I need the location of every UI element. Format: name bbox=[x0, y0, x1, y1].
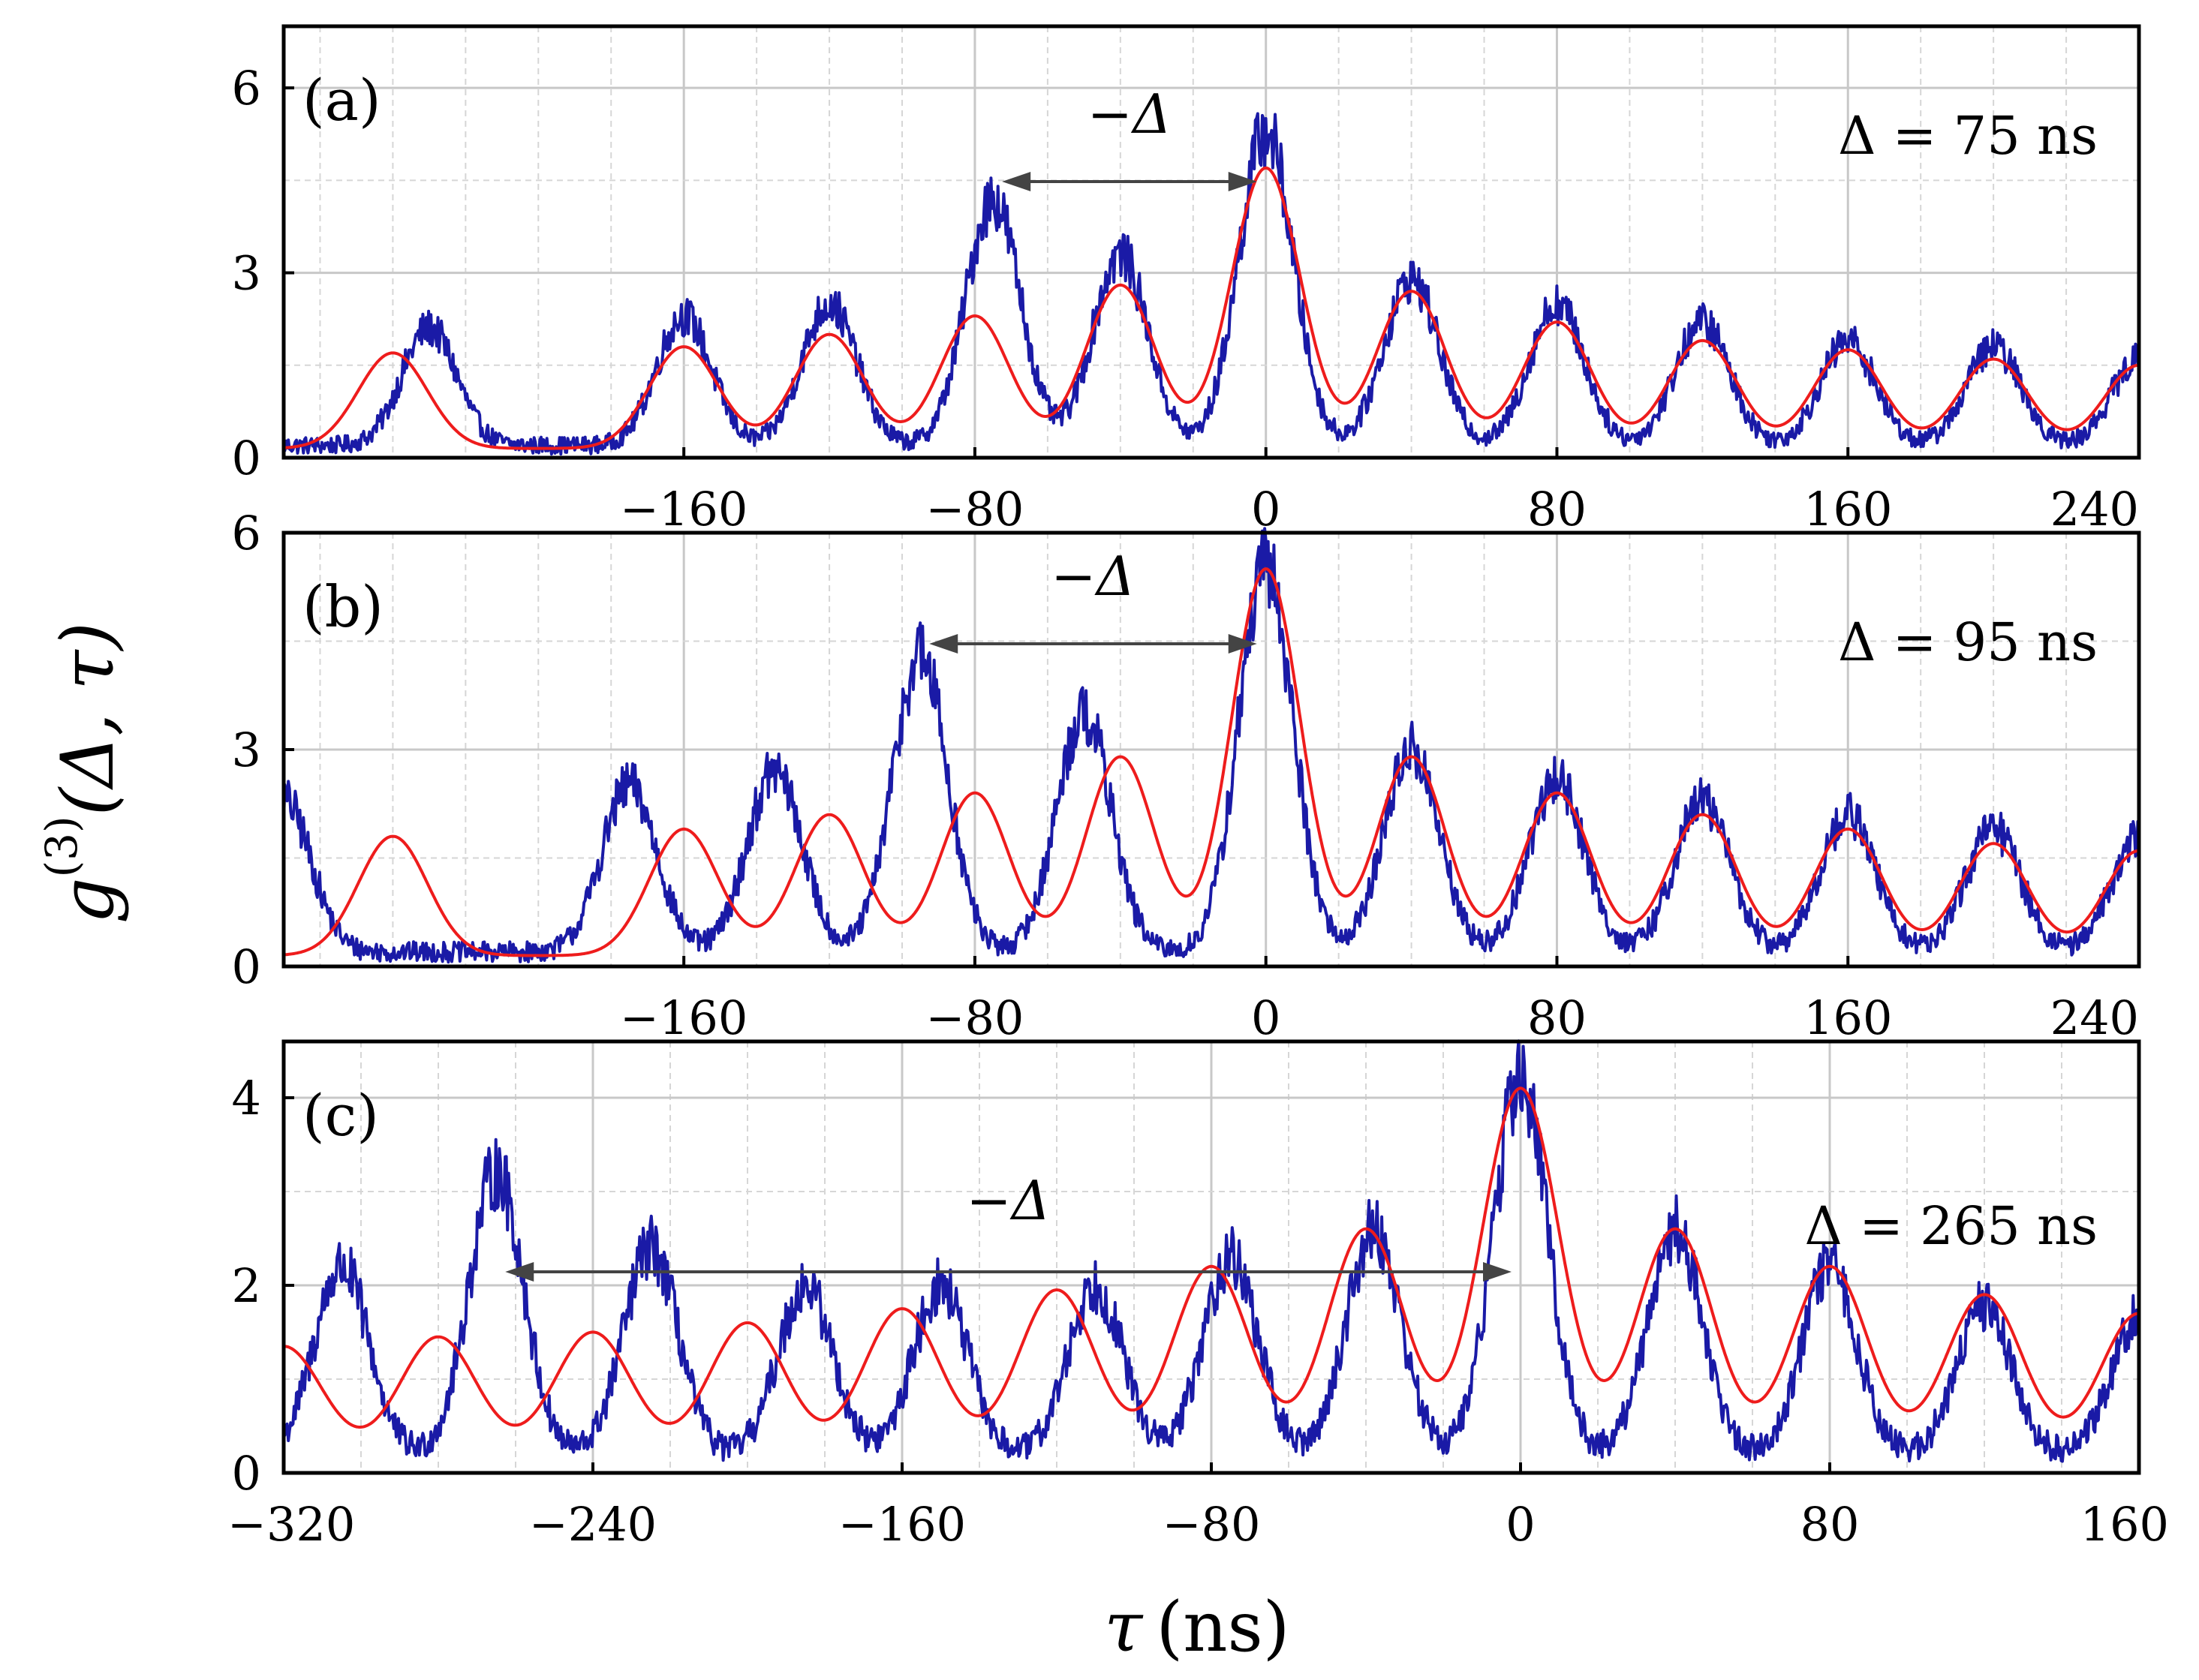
x-tick-label: 80 bbox=[1800, 1497, 1860, 1552]
x-tick-label: −240 bbox=[529, 1497, 657, 1552]
panel-a-experiment-line bbox=[282, 112, 2140, 456]
x-tick-label: 160 bbox=[1803, 482, 1892, 536]
x-tick-label: 240 bbox=[2050, 990, 2139, 1045]
panel-c-label: (c) bbox=[302, 1082, 379, 1149]
y-tick-label: 6 bbox=[232, 506, 261, 561]
x-tick-label: −160 bbox=[838, 1497, 966, 1552]
x-tick-label: 0 bbox=[1251, 990, 1280, 1045]
y-tick-label: 2 bbox=[232, 1258, 261, 1313]
x-tick-label: 160 bbox=[2080, 1497, 2169, 1552]
panel-a-ticks: −160 −80 0 80 160 240 0 3 6 bbox=[232, 61, 2140, 536]
x-tick-label: 0 bbox=[1506, 1497, 1535, 1552]
arrow-head-left bbox=[929, 634, 958, 654]
x-tick-label: 160 bbox=[1803, 990, 1892, 1045]
y-axis-label: g(3)(Δ, τ) bbox=[36, 622, 130, 924]
panel-a-arrow-label: −Δ bbox=[1087, 83, 1172, 146]
x-tick-label: −80 bbox=[926, 482, 1024, 536]
panel-c: −320 −240 −160 −80 0 80 160 0 2 4 (c) −Δ Δ = 265 … bbox=[227, 1039, 2169, 1552]
y-tick-label: 3 bbox=[232, 246, 261, 301]
panel-c-delta-arrow bbox=[505, 1262, 1512, 1282]
y-axis-label-base: g bbox=[46, 878, 130, 924]
x-axis-label-unit: (ns) bbox=[1156, 1587, 1289, 1667]
panel-c-experiment-line bbox=[282, 1039, 2140, 1463]
x-tick-label: 240 bbox=[2050, 482, 2139, 536]
panel-c-model-line bbox=[283, 1086, 2140, 1429]
x-tick-label: −320 bbox=[227, 1497, 355, 1552]
panel-b: −160 −80 0 80 160 240 0 3 6 (b) −Δ Δ = 95 ns bbox=[232, 506, 2141, 1045]
panel-c-arrow-label: −Δ bbox=[966, 1169, 1050, 1232]
svg-text:g(3)(Δ, τ): g(3)(Δ, τ) bbox=[36, 622, 130, 924]
x-tick-label: −80 bbox=[926, 990, 1024, 1045]
arrow-head-right bbox=[1228, 634, 1257, 654]
panel-b-delta-annotation: Δ = 95 ns bbox=[1838, 612, 2098, 673]
x-tick-label: 0 bbox=[1251, 482, 1280, 536]
panel-a-frame bbox=[281, 24, 2141, 460]
panel-b-label: (b) bbox=[302, 573, 384, 640]
x-tick-label: 80 bbox=[1527, 990, 1587, 1045]
arrow-head-left bbox=[505, 1262, 534, 1282]
y-axis-label-args: (Δ, τ) bbox=[46, 622, 130, 816]
panel-b-ticks: −160 −80 0 80 160 240 0 3 6 bbox=[232, 506, 2140, 1045]
x-tick-label: −160 bbox=[620, 482, 748, 536]
panel-b-series bbox=[282, 527, 2140, 964]
y-tick-label: 0 bbox=[232, 431, 261, 485]
x-axis-label-symbol: τ bbox=[1104, 1587, 1144, 1667]
panel-b-arrow-label: −Δ bbox=[1051, 545, 1135, 608]
x-tick-label: 80 bbox=[1527, 482, 1587, 536]
panel-a: −160 −80 0 80 160 240 0 3 6 (a) −Δ Δ = 75 ns bbox=[232, 24, 2141, 536]
y-tick-label: 4 bbox=[232, 1071, 261, 1126]
arrow-head-right bbox=[1483, 1262, 1512, 1282]
arrow-head-right bbox=[1228, 172, 1257, 191]
panel-c-series bbox=[282, 1039, 2140, 1463]
y-tick-label: 6 bbox=[232, 61, 261, 116]
panel-a-delta-arrow bbox=[1002, 172, 1257, 191]
panel-a-label: (a) bbox=[302, 67, 381, 134]
panel-a-model-line bbox=[283, 166, 2139, 450]
y-tick-label: 0 bbox=[232, 1446, 261, 1501]
y-tick-label: 0 bbox=[232, 939, 261, 994]
panel-c-ticks: −320 −240 −160 −80 0 80 160 0 2 4 bbox=[227, 1071, 2169, 1552]
panel-a-delta-annotation: Δ = 75 ns bbox=[1838, 105, 2098, 167]
panel-a-series bbox=[282, 112, 2140, 456]
x-tick-label: −160 bbox=[620, 990, 748, 1045]
y-tick-label: 3 bbox=[232, 723, 261, 777]
arrow-head-left bbox=[1002, 172, 1031, 191]
panel-b-delta-arrow bbox=[929, 634, 1257, 654]
x-axis-label: τ (ns) bbox=[1104, 1587, 1289, 1667]
panel-b-model-line bbox=[283, 567, 2140, 957]
x-tick-label: −80 bbox=[1163, 1497, 1261, 1552]
y-axis-label-superscript: (3) bbox=[36, 816, 87, 877]
panel-c-delta-annotation: Δ = 265 ns bbox=[1804, 1195, 2098, 1257]
